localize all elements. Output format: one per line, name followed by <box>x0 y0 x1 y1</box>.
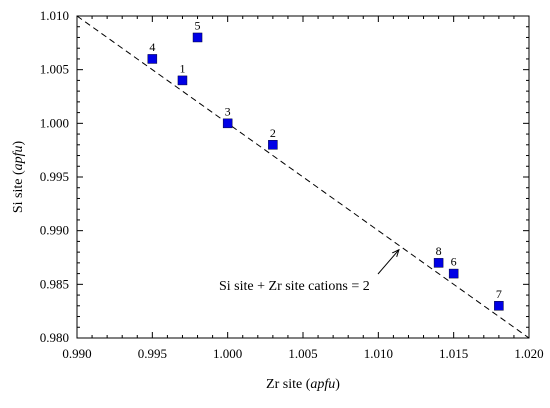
reference-line-group: Si site + Zr site cations = 2 <box>76 15 530 339</box>
data-point-4 <box>147 54 158 64</box>
y-tick-label: 0.990 <box>40 223 69 238</box>
y-tick-label: 0.980 <box>40 330 69 345</box>
y-tick-label: 1.005 <box>40 62 69 77</box>
y-tick-label: 0.985 <box>40 276 69 291</box>
x-tick-label: 1.005 <box>288 346 317 361</box>
x-tick-label: 1.010 <box>364 346 393 361</box>
data-point-3 <box>222 118 233 129</box>
point-label-1: 1 <box>179 61 185 75</box>
x-axis-title: Zr site (apfu) <box>266 377 340 392</box>
y-axis-title: Si site (apfu) <box>11 141 26 214</box>
data-point-8 <box>433 258 444 268</box>
data-points: 1 2 3 4 5 6 7 8 <box>147 18 504 311</box>
x-tick-label: 0.990 <box>62 346 91 361</box>
reference-line <box>76 15 530 339</box>
x-tick-label: 1.020 <box>514 346 543 361</box>
data-point-6 <box>448 268 459 279</box>
y-tick-label: 0.995 <box>40 169 69 184</box>
point-label-6: 6 <box>451 255 457 269</box>
point-label-5: 5 <box>195 18 201 32</box>
point-label-8: 8 <box>436 244 442 258</box>
point-label-4: 4 <box>149 40 155 54</box>
y-tick-label: 1.000 <box>40 115 69 130</box>
x-tick-label: 1.015 <box>439 346 468 361</box>
annotation-arrow <box>377 250 399 275</box>
point-label-3: 3 <box>225 104 231 118</box>
point-label-2: 2 <box>270 126 276 140</box>
data-point-2 <box>268 140 278 150</box>
x-tick-label: 0.995 <box>138 346 167 361</box>
data-point-7 <box>494 301 504 311</box>
data-point-1 <box>177 75 188 86</box>
point-label-7: 7 <box>496 287 502 301</box>
reference-line-annotation: Si site + Zr site cations = 2 <box>219 279 370 294</box>
axis-ticks: 0.990 0.995 1.000 1.005 1.010 1.015 1.020 0.980… <box>40 8 544 361</box>
x-tick-label: 1.000 <box>213 346 242 361</box>
data-point-5 <box>192 32 203 43</box>
y-tick-label: 1.010 <box>40 8 69 23</box>
